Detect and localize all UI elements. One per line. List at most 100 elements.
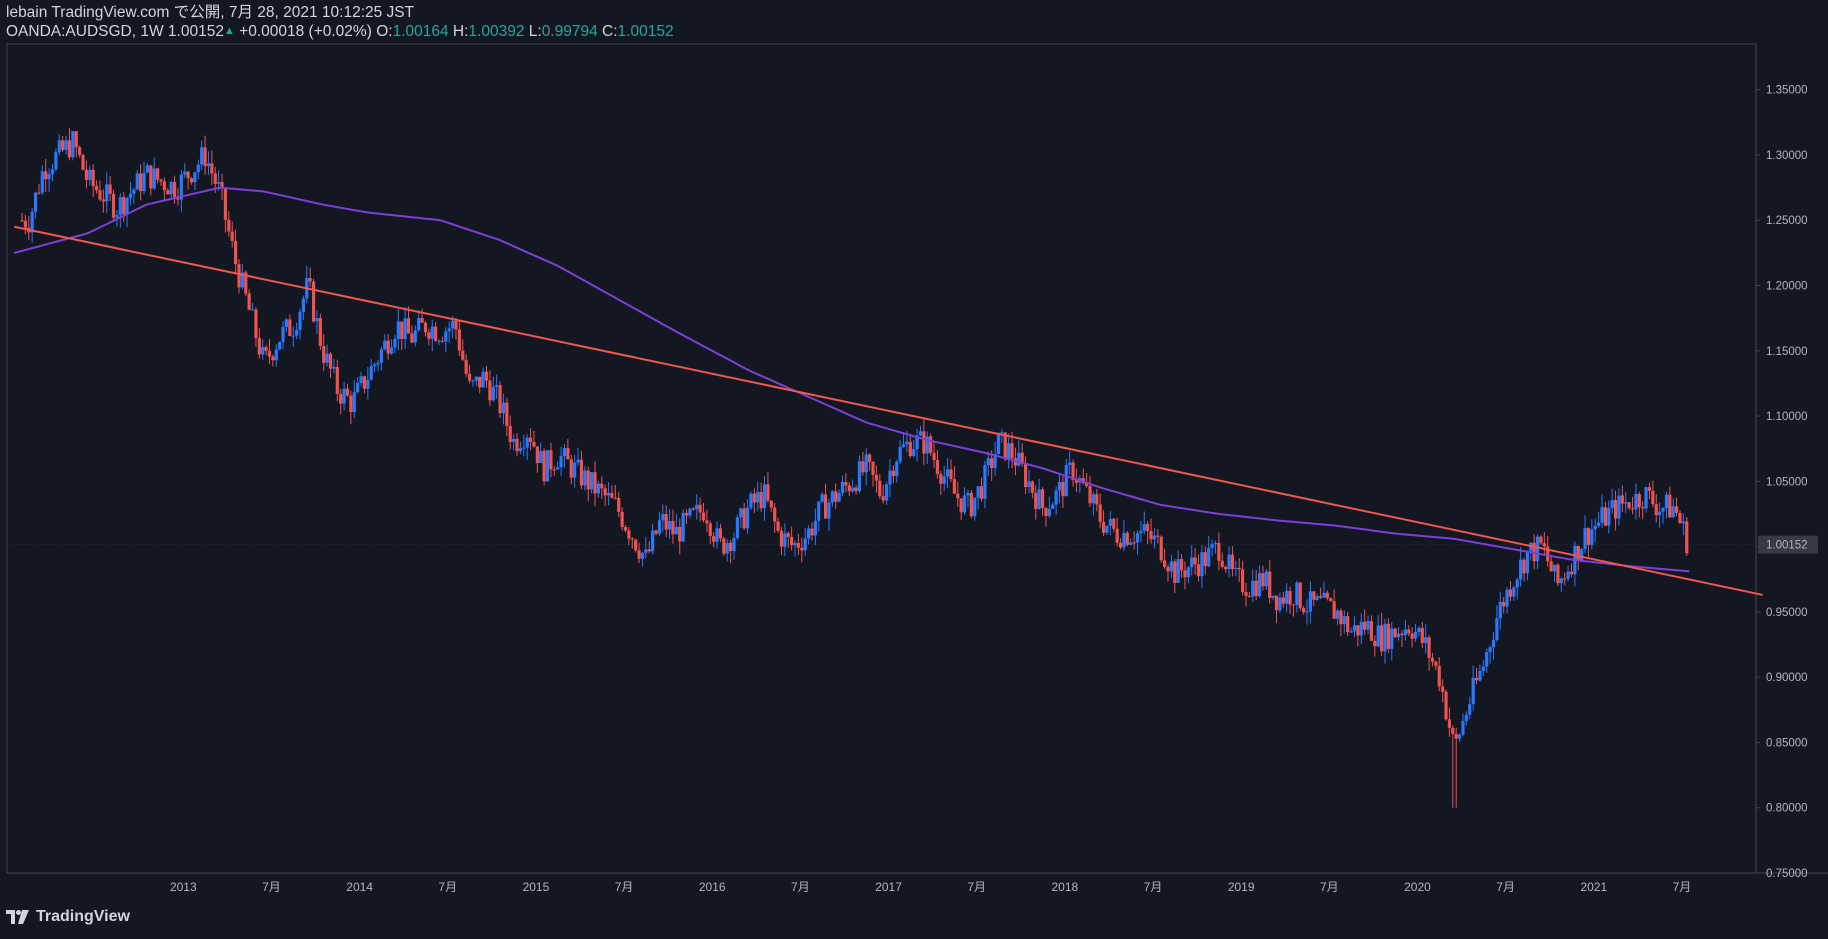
candle-body (196, 164, 200, 173)
candle-body (606, 492, 611, 496)
symbol-label[interactable]: OANDA:AUDSGD, 1W (6, 23, 164, 40)
candle-body (210, 163, 214, 174)
candle-body (1451, 727, 1455, 734)
candle-body (20, 220, 24, 222)
candle-body (172, 181, 177, 199)
candle-body (156, 168, 160, 180)
candle-body (684, 512, 689, 516)
candle-body (749, 493, 753, 508)
candle-body (861, 461, 865, 473)
candle-body (301, 298, 306, 312)
candle-body (1247, 595, 1251, 597)
candle-body (1363, 621, 1367, 630)
candle-body (233, 240, 238, 265)
time-tick-label: 7月 (615, 880, 634, 894)
candle-body (603, 488, 607, 496)
candle-body (1030, 481, 1034, 493)
candle-body (1081, 478, 1085, 484)
candle-body (139, 173, 143, 192)
candle-body (37, 192, 41, 194)
candle-body (1068, 462, 1072, 465)
candle-body (108, 184, 112, 194)
price-axis[interactable]: 1.35000 1.30000 1.25000 1.20000 1.15000 1.100… (1756, 85, 1808, 880)
candle-body (966, 492, 970, 496)
time-tick-label: 7月 (262, 880, 281, 894)
price-chart[interactable]: 1.35000 1.30000 1.25000 1.20000 1.15000 1.100… (0, 0, 1828, 905)
trend-line[interactable] (14, 225, 1763, 596)
candle-body (1637, 493, 1641, 508)
candle-body (1474, 677, 1479, 681)
candle-body (515, 438, 519, 452)
candle-body (366, 379, 370, 389)
close-label: C: (602, 23, 618, 40)
candle-body (250, 309, 255, 311)
moving-average-line (14, 186, 1690, 573)
candle-body (1444, 691, 1448, 720)
candle-body (271, 356, 275, 361)
candle-body (1485, 652, 1489, 667)
candle-body (1603, 507, 1607, 526)
candle-body (491, 386, 495, 401)
candle-body (88, 169, 92, 180)
candle-body (573, 462, 577, 478)
candle-body (1146, 524, 1150, 532)
candle-body (657, 520, 662, 534)
candle-body (1017, 452, 1021, 466)
candle-body (386, 340, 390, 354)
candle-body (1122, 532, 1126, 548)
candle-body (552, 469, 556, 471)
price-tick-label: 0.80000 (1766, 803, 1808, 815)
candle-body (1163, 560, 1167, 568)
candle-body (1356, 625, 1360, 636)
tradingview-logo[interactable]: TradingView (6, 908, 130, 926)
candle-body (1325, 592, 1329, 599)
open-label: O: (376, 23, 393, 40)
candle-body (678, 526, 682, 542)
candle-body (637, 550, 641, 559)
candle-body (807, 528, 811, 539)
candle-body (725, 542, 729, 554)
candle-body (1641, 507, 1645, 509)
candle-body (1217, 542, 1221, 561)
candle-body (1630, 508, 1635, 510)
candle-body (820, 494, 824, 502)
candle-body (946, 469, 950, 477)
candle-body (389, 347, 394, 354)
candle-body (1424, 637, 1428, 643)
candle-body (47, 174, 51, 180)
candle-body (627, 530, 631, 539)
candle-body (830, 491, 834, 503)
candle-body (1183, 570, 1187, 578)
candle-body (413, 330, 417, 343)
candle-body (186, 171, 190, 179)
candle-body (379, 349, 383, 363)
candle-body (667, 521, 672, 530)
candle-body (773, 507, 777, 522)
candle-body (1220, 560, 1224, 567)
time-axis[interactable]: 2013 7月 2014 7月 2015 7月 2016 7月 2017 7月 2018 7月 2019… (170, 880, 1691, 894)
candle-body (1074, 480, 1079, 483)
candle-body (454, 320, 458, 330)
candle-body (1515, 579, 1519, 588)
candle-body (495, 385, 499, 387)
candle-body (1190, 557, 1194, 568)
candle-body (1281, 597, 1285, 604)
candle-body (623, 527, 628, 531)
candle-body (71, 131, 75, 158)
price-tick-label: 1.20000 (1766, 281, 1808, 293)
candle-body (118, 196, 122, 216)
candle-body (718, 528, 723, 539)
candle-body (464, 359, 468, 374)
candle-body (223, 188, 228, 220)
candle-body (918, 431, 923, 436)
candle-body (1034, 492, 1038, 509)
candle-body (512, 438, 516, 442)
candle-body (1607, 508, 1611, 526)
candle-body (383, 340, 387, 350)
candle-body (993, 454, 997, 469)
candle-body (868, 454, 872, 462)
candle-body (335, 366, 339, 394)
candle-body (1285, 590, 1289, 604)
candle-body (1634, 493, 1638, 510)
time-tick-label: 2013 (170, 880, 197, 894)
